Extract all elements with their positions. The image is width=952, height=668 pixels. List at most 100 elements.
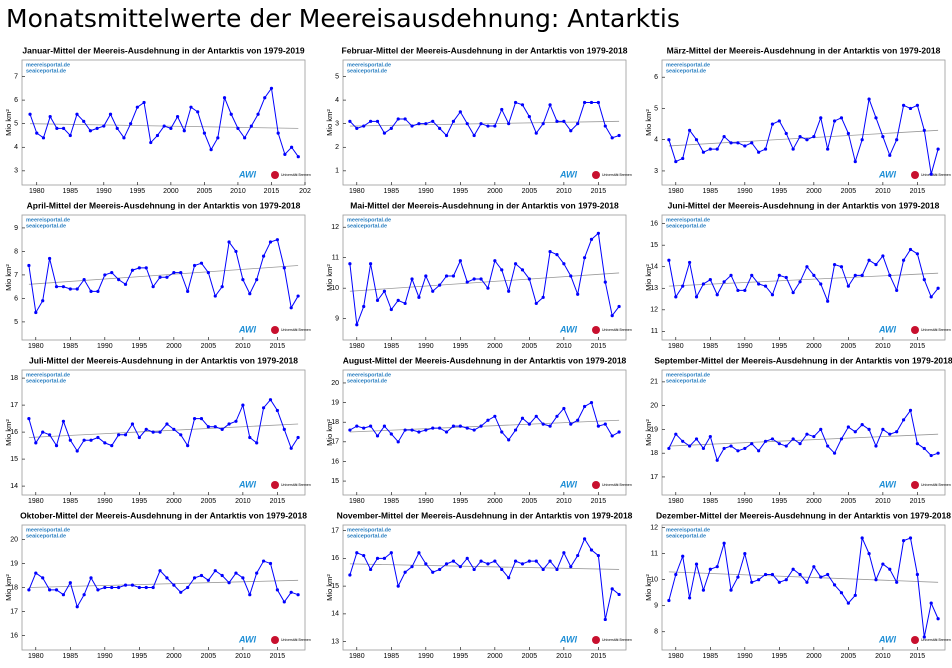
y-tick-label: 7 (14, 73, 18, 80)
data-point (269, 86, 274, 90)
data-point (922, 446, 926, 451)
watermark: seaiceportal.de (666, 223, 706, 229)
logo-uni: Universität Bremen (921, 328, 951, 332)
data-point (389, 551, 393, 555)
data-point (34, 571, 38, 575)
data-point (110, 585, 114, 590)
data-point (688, 444, 692, 448)
data-point (610, 434, 614, 438)
x-tick-label: 2005 (522, 653, 538, 660)
data-point (895, 288, 899, 293)
data-point (798, 280, 802, 284)
data-point (256, 112, 260, 116)
x-tick-label: 2015 (270, 653, 286, 660)
y-axis-label: Mio km² (644, 264, 653, 291)
panel: Oktober-Mittel der Meereis-Ausdehnung in… (4, 510, 311, 660)
data-point (389, 307, 393, 312)
y-tick-label: 8 (14, 248, 18, 255)
data-point (694, 437, 699, 441)
data-line (28, 398, 299, 452)
data-point (227, 240, 231, 244)
data-point (117, 433, 121, 437)
data-point (874, 116, 878, 120)
data-point (763, 572, 768, 577)
trend-line (349, 120, 620, 127)
y-tick-label: 12 (650, 524, 658, 531)
x-tick-label: 1995 (130, 188, 146, 195)
data-point (348, 428, 352, 432)
y-tick-label: 5 (14, 319, 18, 326)
data-point (791, 567, 795, 571)
data-point (715, 458, 719, 462)
data-point (206, 425, 210, 429)
x-tick-label: 2015 (591, 653, 607, 660)
data-point (362, 426, 366, 430)
x-tick-label: 1985 (703, 188, 719, 195)
data-point (908, 247, 913, 252)
x-tick-label: 2000 (806, 498, 822, 505)
data-point (805, 138, 809, 142)
data-point (562, 551, 566, 555)
data-point (589, 400, 594, 405)
data-point (144, 427, 148, 431)
data-point (729, 141, 733, 145)
plot-frame (661, 524, 946, 651)
data-point (135, 105, 139, 109)
x-tick-label: 2010 (556, 653, 572, 660)
x-tick-label: 2010 (235, 498, 251, 505)
data-point (908, 106, 913, 111)
data-point (819, 427, 823, 432)
data-point (375, 434, 380, 438)
data-point (458, 259, 462, 263)
y-tick-label: 10 (650, 577, 658, 584)
x-tick-label: 2005 (841, 343, 857, 350)
data-point (27, 263, 31, 268)
data-point (102, 124, 106, 128)
data-point (667, 138, 671, 142)
trend-line (349, 563, 620, 570)
data-point (68, 287, 72, 291)
trend-line (28, 579, 299, 588)
data-point (729, 588, 733, 592)
x-tick-label: 2010 (875, 498, 891, 505)
y-tick-label: 17 (331, 527, 339, 534)
y-tick-label: 6 (654, 74, 658, 81)
data-point (493, 414, 497, 418)
data-point (520, 562, 525, 566)
y-tick-label: 18 (10, 584, 18, 591)
data-point (48, 256, 52, 261)
data-point (826, 572, 830, 577)
x-tick-label: 2005 (841, 498, 857, 505)
data-point (770, 437, 775, 441)
y-tick-label: 17 (10, 608, 18, 615)
y-axis-label: Mio km² (325, 264, 334, 291)
data-point (901, 418, 906, 422)
data-point (722, 134, 726, 139)
data-point (289, 145, 294, 149)
data-point (874, 578, 878, 582)
data-point (895, 430, 899, 434)
data-point (798, 442, 802, 446)
data-point (582, 256, 587, 260)
plot-frame (21, 369, 306, 496)
data-point (527, 422, 531, 426)
data-point (757, 578, 761, 582)
data-point (186, 443, 190, 448)
x-tick-label: 1990 (418, 653, 434, 660)
x-tick-label: 2010 (875, 188, 891, 195)
x-tick-label: 2015 (264, 188, 280, 195)
data-point (500, 430, 504, 434)
data-point (96, 588, 100, 592)
x-tick-label: 2000 (487, 498, 503, 505)
data-point (757, 282, 761, 286)
data-point (82, 119, 86, 123)
data-point (129, 122, 133, 126)
y-tick-label: 5 (654, 105, 658, 112)
data-point (548, 424, 552, 428)
data-point (839, 265, 844, 269)
plot-frame (342, 369, 627, 496)
panel: April-Mittel der Meereis-Ausdehnung in d… (4, 200, 311, 350)
data-point (424, 562, 428, 566)
data-point (596, 231, 600, 235)
x-tick-label: 2015 (591, 343, 607, 350)
